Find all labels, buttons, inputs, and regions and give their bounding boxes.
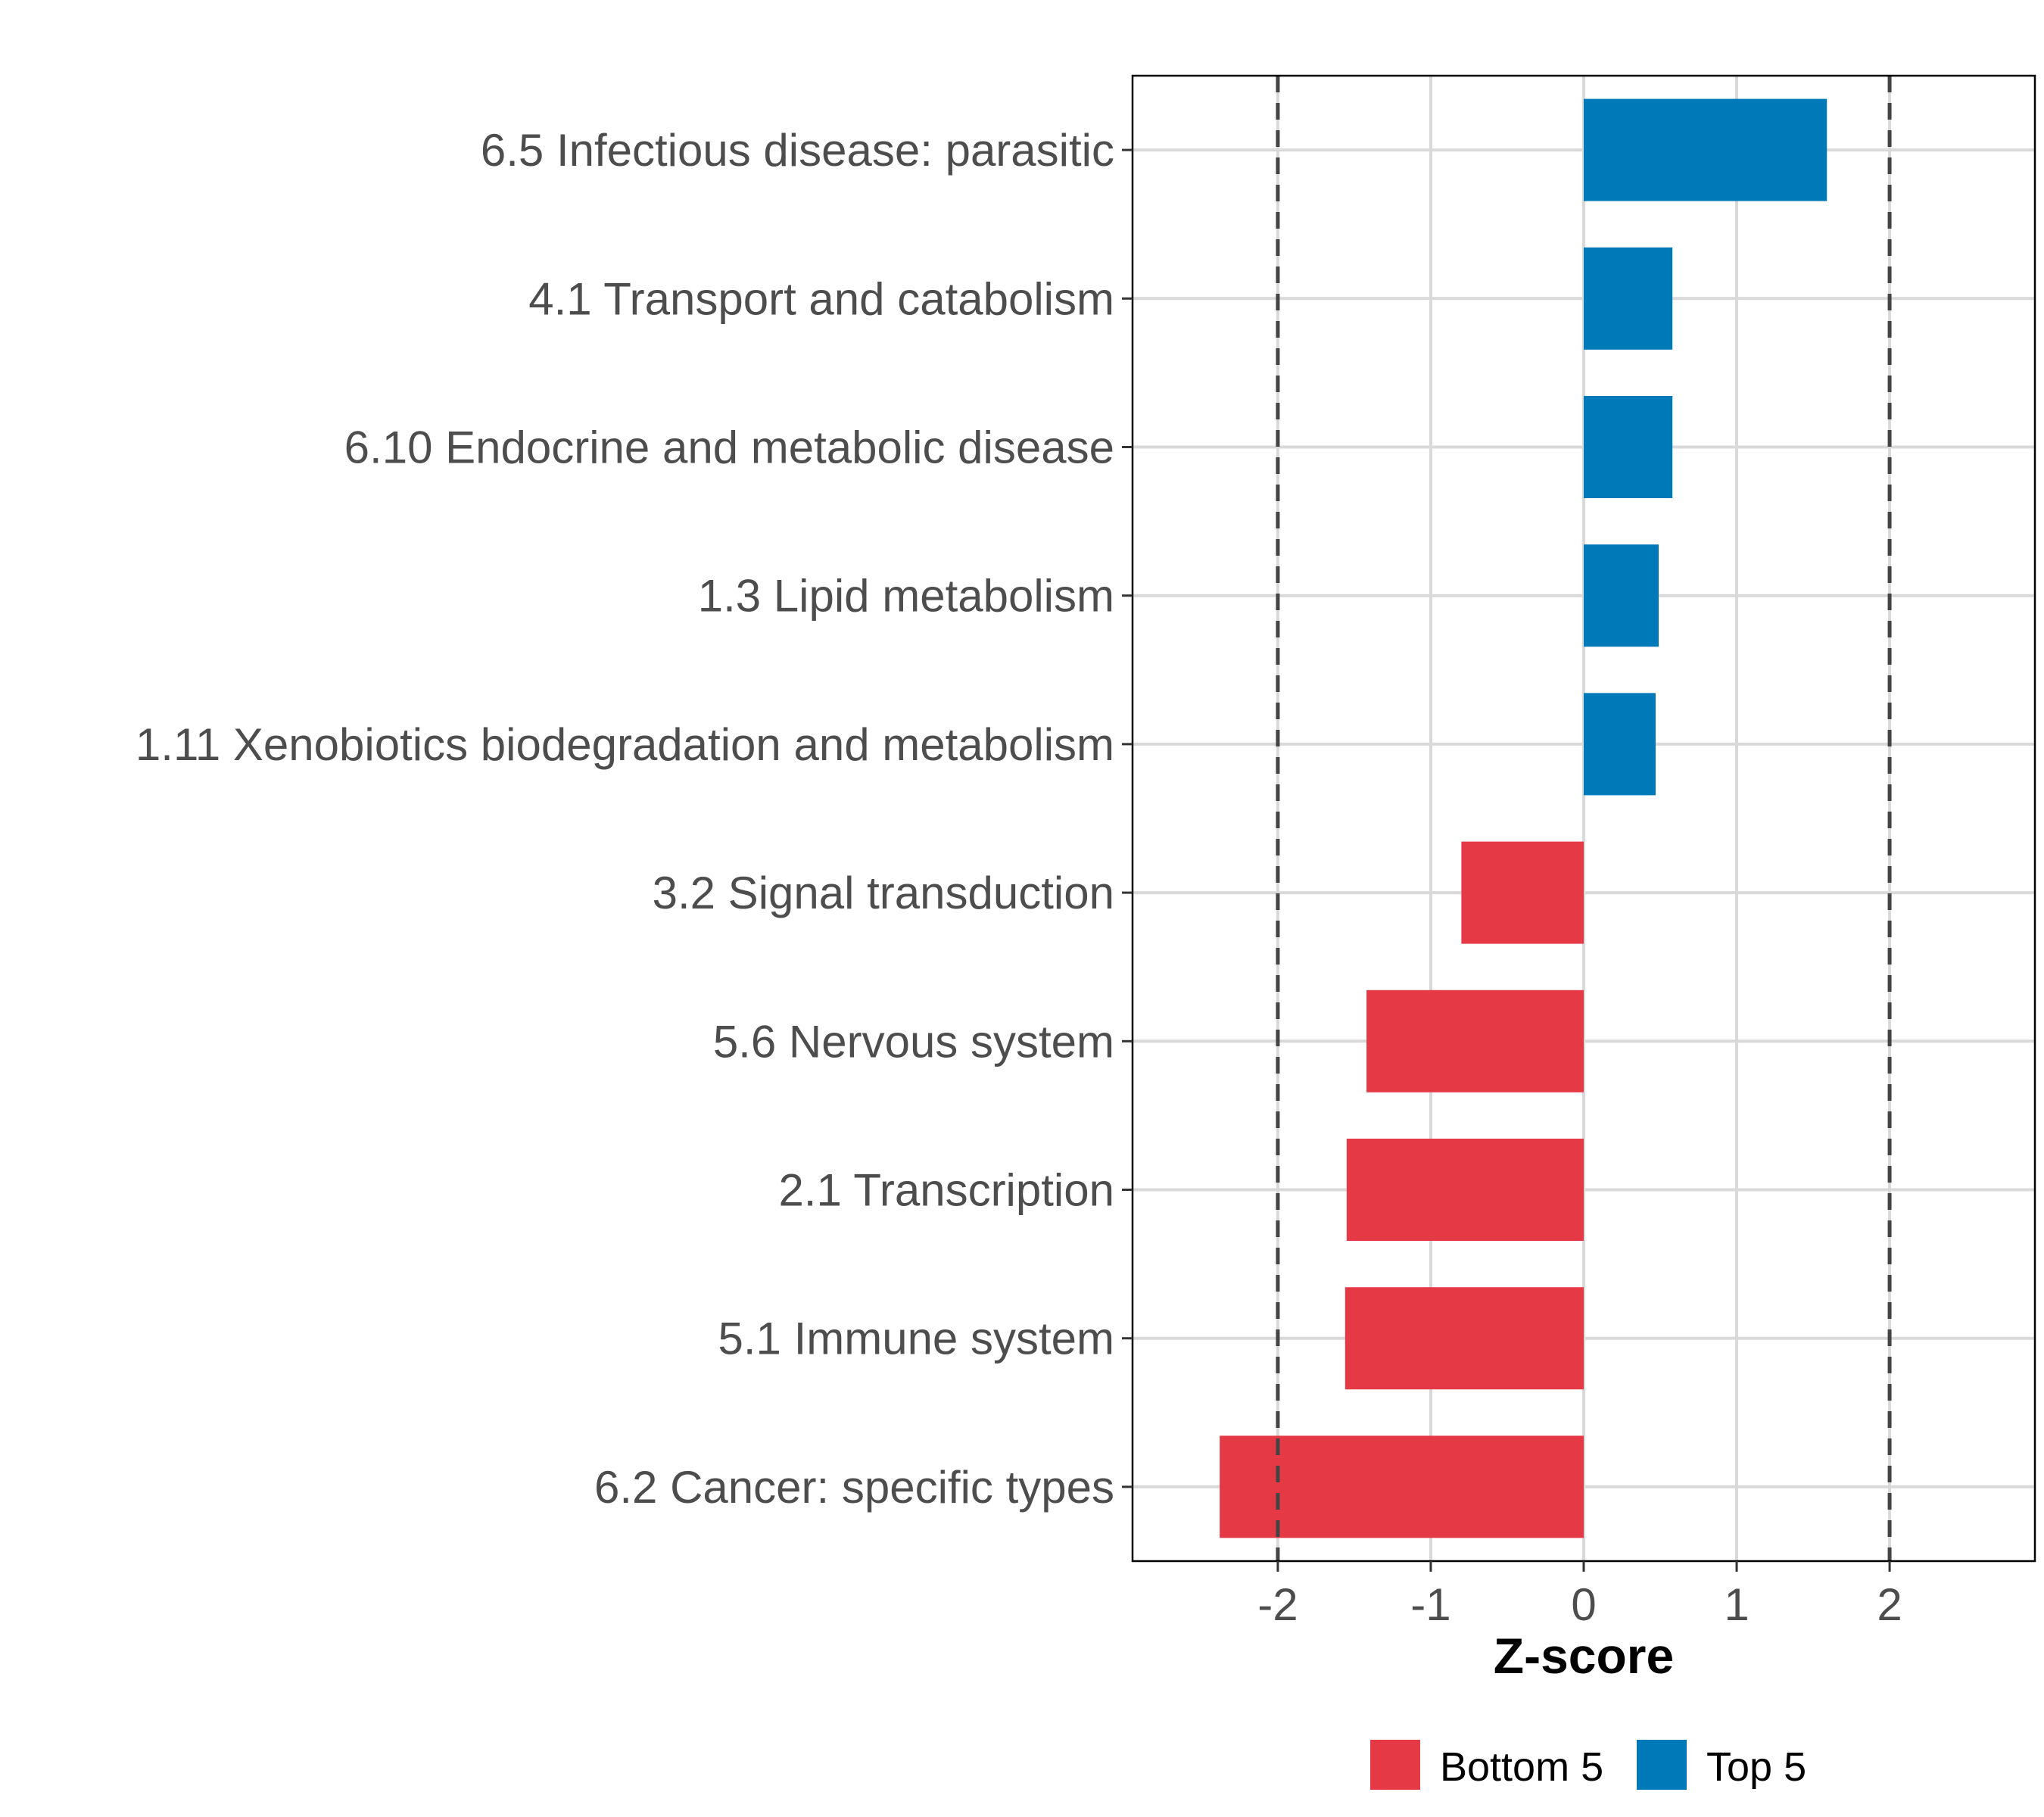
bar: [1584, 693, 1656, 796]
x-tick-label: -2: [1257, 1579, 1298, 1630]
y-tick-label: 2.1 Transcription: [778, 1165, 1114, 1216]
x-tick-label: 2: [1877, 1579, 1902, 1630]
legend: Bottom 5 Top 5: [1370, 1740, 1806, 1790]
legend-label: Top 5: [1706, 1744, 1806, 1790]
y-tick-label: 4.1 Transport and catabolism: [528, 273, 1114, 324]
y-tick-label: 6.10 Endocrine and metabolic disease: [344, 422, 1114, 473]
reference-lines: [1276, 76, 1892, 1561]
legend-label: Bottom 5: [1440, 1744, 1603, 1790]
bar: [1461, 841, 1584, 944]
x-tick-label: -1: [1410, 1579, 1450, 1630]
x-tick-label: 1: [1724, 1579, 1749, 1630]
bar: [1584, 544, 1659, 647]
y-tick-label: 6.2 Cancer: specific types: [594, 1462, 1114, 1513]
x-axis-labels: -2 -1 0 1 2: [1257, 1561, 1902, 1630]
bars: [1220, 98, 1827, 1538]
bar: [1220, 1435, 1584, 1538]
y-tick-label: 5.1 Immune system: [718, 1314, 1114, 1364]
bar: [1346, 1139, 1584, 1241]
y-tick-label: 5.6 Nervous system: [713, 1016, 1114, 1067]
y-tick-label: 1.3 Lipid metabolism: [698, 571, 1114, 622]
legend-key: [1370, 1740, 1420, 1790]
y-tick-label: 3.2 Signal transduction: [653, 868, 1114, 918]
y-axis-labels: 6.5 Infectious disease: parasitic 4.1 Tra…: [136, 125, 1133, 1513]
x-tick-label: 0: [1571, 1579, 1596, 1630]
x-axis-title: Z-score: [1494, 1628, 1674, 1684]
bar: [1584, 98, 1827, 201]
bar: [1584, 396, 1673, 498]
bar: [1584, 247, 1673, 350]
y-tick-label: 1.11 Xenobiotics biodegradation and meta…: [136, 719, 1114, 770]
bar: [1344, 1287, 1584, 1390]
y-tick-label: 6.5 Infectious disease: parasitic: [481, 125, 1114, 176]
bar: [1366, 990, 1584, 1092]
legend-key: [1637, 1740, 1687, 1790]
